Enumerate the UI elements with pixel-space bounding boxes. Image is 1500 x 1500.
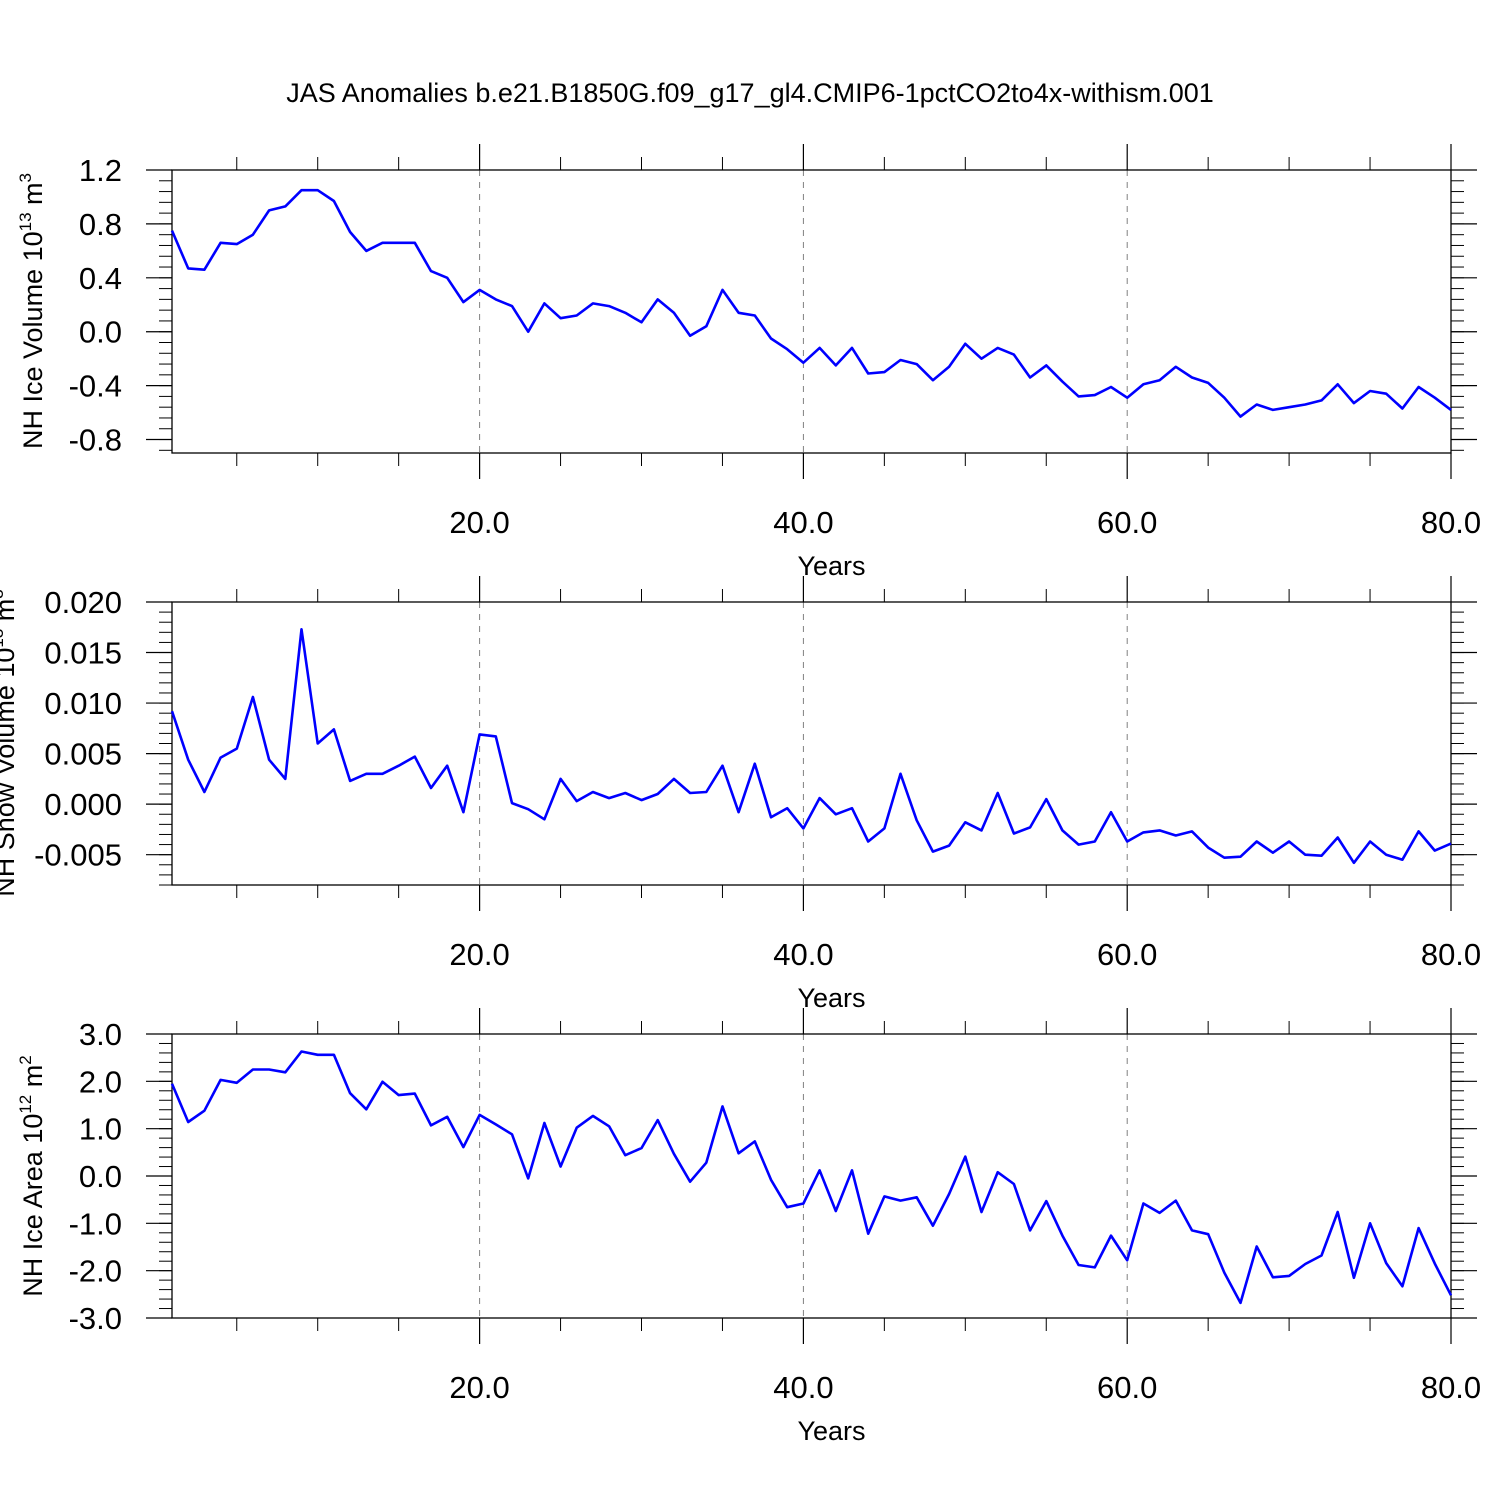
series-line-1 <box>170 1050 1453 1305</box>
y-tick-label: 0.015 <box>44 636 122 671</box>
x-tick-label: 20.0 <box>449 1370 509 1405</box>
y-axis-title: NH Ice Area 1012 m2 <box>16 1055 48 1296</box>
x-tick-label: 40.0 <box>773 937 833 972</box>
y-tick-label: 0.0 <box>79 315 122 350</box>
y-tick-label: 0.0 <box>79 1159 122 1194</box>
x-axis-title: Years <box>797 551 865 581</box>
y-tick-label: 0.000 <box>44 787 122 822</box>
y-tick-label: 0.4 <box>79 261 122 296</box>
x-axis-title: Years <box>797 983 865 1013</box>
y-tick-label: 1.2 <box>79 153 122 188</box>
y-tick-label: 0.005 <box>44 737 122 772</box>
panel-3: -3.0 -2.0 -1.0 0.0 1.0 2.0 3.0 20.0 40.0 60.0 80.0… <box>16 1008 1481 1446</box>
x-tick-label: 40.0 <box>773 505 833 540</box>
x-tick-label: 60.0 <box>1097 505 1157 540</box>
y-tick-label: -2.0 <box>69 1254 122 1289</box>
x-tick-label: 20.0 <box>449 505 509 540</box>
x-tick-label: 60.0 <box>1097 1370 1157 1405</box>
y-tick-label: -1.0 <box>69 1206 122 1241</box>
y-tick-label: -3.0 <box>69 1301 122 1336</box>
plot-frame <box>171 1033 1452 1319</box>
y-tick-label: 0.8 <box>79 207 122 242</box>
y-axis-title: NH Ice Volume 1013 m3 <box>16 173 48 449</box>
x-tick-label: 20.0 <box>449 937 509 972</box>
x-tick-label: 80.0 <box>1421 1370 1481 1405</box>
y-axis-title: NH Snow Volume 1013 m3 <box>0 589 20 897</box>
y-tick-label: 3.0 <box>79 1017 122 1052</box>
panel-2: -0.005 0.000 0.005 0.010 0.015 0.020 20.0 40.0 6… <box>0 576 1481 1013</box>
y-tick-label: 1.0 <box>79 1112 122 1147</box>
series-line-1 <box>170 627 1452 865</box>
y-tick-label: 0.010 <box>44 686 122 721</box>
x-tick-label: 60.0 <box>1097 937 1157 972</box>
x-tick-label: 80.0 <box>1421 505 1481 540</box>
y-tick-label: -0.8 <box>69 423 122 458</box>
y-tick-label: 0.020 <box>44 585 122 620</box>
x-tick-label: 40.0 <box>773 1370 833 1405</box>
y-tick-label: -0.4 <box>69 369 122 404</box>
y-tick-label: -0.005 <box>34 838 122 873</box>
panel-1: -0.8 -0.4 0.0 0.4 0.8 1.2 20.0 40.0 60.0 80.0 Year… <box>16 144 1481 581</box>
plot-frame <box>171 169 1452 454</box>
series-line-1 <box>170 188 1452 418</box>
x-axis-title: Years <box>797 1416 865 1446</box>
x-tick-label: 80.0 <box>1421 937 1481 972</box>
y-tick-label: 2.0 <box>79 1064 122 1099</box>
chart-title: JAS Anomalies b.e21.B1850G.f09_g17_gl4.C… <box>286 78 1214 108</box>
